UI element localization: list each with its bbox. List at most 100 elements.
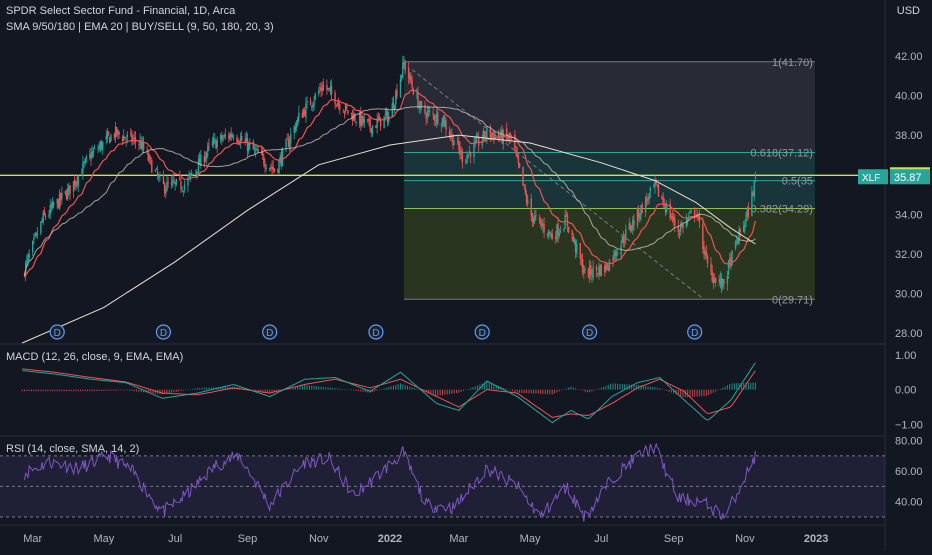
candle-body (670, 215, 673, 219)
candle-body (424, 105, 426, 114)
candle-body (392, 102, 395, 109)
candle-body (81, 174, 83, 176)
candle-body (173, 179, 175, 183)
candle-body (344, 104, 347, 112)
macd-histogram-bar (105, 389, 107, 391)
macd-histogram-bar (444, 389, 446, 395)
candle-body (321, 88, 323, 91)
candle-body (494, 134, 496, 140)
macd-histogram-bar (77, 389, 79, 392)
candle-body (369, 118, 371, 129)
candle-body (599, 265, 601, 276)
candle-body (279, 156, 281, 162)
macd-histogram-bar (745, 382, 747, 390)
macd-histogram-bar (31, 389, 33, 392)
macd-histogram-bar (656, 387, 658, 390)
macd-histogram-bar (131, 389, 133, 391)
candle-body (304, 109, 306, 116)
candle-body (48, 214, 50, 217)
macd-histogram-bar (362, 389, 364, 392)
candle-body (591, 275, 593, 277)
candle-body (672, 217, 675, 221)
candle-body (590, 264, 592, 275)
candle-body (350, 112, 353, 114)
macd-histogram-bar (687, 389, 689, 398)
candle-body (523, 185, 525, 186)
macd-histogram-bar (642, 385, 644, 390)
candle-body (203, 155, 206, 163)
macd-histogram-bar (733, 383, 735, 390)
macd-histogram-bar (477, 385, 479, 390)
macd-histogram-bar (269, 389, 271, 393)
candle-body (90, 154, 92, 160)
macd-histogram-bar (434, 389, 436, 396)
candle-body (174, 182, 176, 185)
macd-histogram-bar (509, 389, 511, 391)
candle-body (330, 85, 333, 94)
candle-body (362, 116, 364, 124)
macd-histogram-bar (493, 384, 495, 390)
rsi-pane-title[interactable]: RSI (14, close, SMA, 14, 2) (6, 443, 140, 455)
candle-body (182, 190, 185, 193)
macd-histogram-bar (381, 389, 383, 390)
candle-body (335, 105, 337, 106)
time-tick-label: Sep (664, 533, 684, 545)
macd-histogram-bar (306, 385, 308, 390)
macd-histogram-bar (437, 389, 439, 396)
candle-body (637, 209, 640, 219)
candle-body (628, 223, 631, 230)
candle-body (105, 136, 107, 140)
candle-body (155, 168, 158, 170)
macd-histogram-bar (589, 389, 591, 393)
macd-histogram-bar (598, 388, 600, 390)
macd-histogram-bar (115, 389, 117, 391)
candle-body (361, 115, 363, 126)
candle-body (731, 250, 733, 266)
candle-body (179, 177, 181, 179)
candle-body (53, 202, 55, 206)
candle-body (229, 133, 231, 140)
macd-histogram-bar (327, 387, 329, 390)
macd-histogram-bar (63, 389, 65, 392)
macd-histogram-bar (346, 389, 348, 391)
candle-body (212, 138, 215, 144)
candle-body (367, 118, 369, 121)
fib-level-label: 0.5(35 (782, 176, 813, 188)
candle-body (427, 110, 430, 113)
macd-pane-title[interactable]: MACD (12, 26, close, 9, EMA, EMA) (6, 351, 184, 363)
candle-body (290, 134, 292, 144)
indicator-legend[interactable]: SMA 9/50/180 | EMA 20 | BUY/SELL (9, 50,… (6, 21, 274, 33)
candle-body (156, 171, 159, 176)
candle-body (319, 89, 321, 90)
candle-body (600, 264, 602, 276)
macd-histogram-bar (705, 389, 707, 396)
candle-body (31, 241, 34, 253)
time-tick-label: Nov (735, 533, 755, 545)
candle-body (702, 224, 704, 249)
candle-body (467, 154, 469, 158)
macd-histogram-bar (136, 389, 138, 392)
macd-histogram-bar (409, 386, 411, 390)
candle-body (195, 170, 197, 175)
macd-histogram-bar (666, 389, 668, 391)
candle-body (158, 176, 160, 178)
macd-histogram-bar (33, 389, 35, 392)
candle-body (705, 251, 708, 256)
candle-body (162, 174, 165, 184)
candle-body (473, 142, 475, 158)
candle-body (713, 279, 716, 283)
dividend-marker (687, 324, 703, 340)
candle-body (525, 194, 528, 203)
candle-body (91, 151, 93, 158)
macd-histogram-bar (108, 389, 110, 391)
candle-body (379, 117, 382, 127)
candle-body (368, 119, 370, 121)
macd-histogram-bar (626, 384, 628, 390)
macd-histogram-bar (554, 389, 556, 394)
macd-histogram-bar (292, 387, 294, 390)
candle-body (165, 189, 167, 195)
candle-body (416, 92, 418, 94)
last-price-box (890, 169, 930, 185)
candle-body (204, 157, 207, 161)
